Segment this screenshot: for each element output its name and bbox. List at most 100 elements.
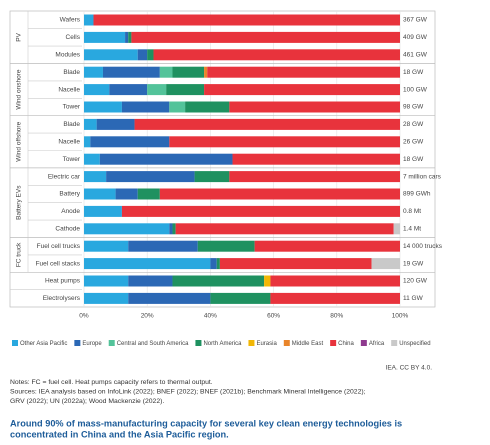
bar-segment bbox=[93, 14, 400, 26]
total-label: 1.4 Mt bbox=[403, 226, 421, 233]
total-label: 11 GW bbox=[403, 295, 424, 302]
legend-label: Eurasia bbox=[256, 341, 277, 347]
bar-segment bbox=[393, 223, 400, 235]
bar-segment bbox=[172, 275, 265, 287]
bar-segment bbox=[147, 84, 167, 96]
bar-segment bbox=[84, 84, 110, 96]
row-label: Blade bbox=[63, 121, 80, 128]
row-label: Fuel cell trucks bbox=[37, 243, 81, 250]
row-label: Anode bbox=[61, 208, 80, 215]
total-label: 98 GW bbox=[403, 104, 424, 111]
bar-segment bbox=[84, 66, 103, 78]
bar-segment bbox=[84, 223, 170, 235]
bar-segment bbox=[96, 118, 135, 130]
bar-segment bbox=[90, 136, 170, 148]
bar-segment bbox=[210, 292, 271, 304]
legend-swatch bbox=[283, 340, 290, 346]
bar-segment bbox=[84, 14, 94, 26]
bar-segment bbox=[121, 101, 170, 113]
bar-segment bbox=[194, 171, 230, 183]
legend-label: Other Asia Pacific bbox=[20, 341, 67, 347]
note: GRV (2022); UN (2022a); Wood Mackenzie (… bbox=[10, 398, 164, 405]
row-label: Tower bbox=[63, 156, 81, 163]
row-label: Modules bbox=[55, 52, 80, 59]
bar-segment bbox=[84, 275, 129, 287]
row-label: Nacelle bbox=[58, 139, 80, 146]
row-label: Fuel cell stacks bbox=[36, 260, 81, 267]
x-tick-label: 0% bbox=[79, 313, 89, 320]
total-label: 120 GW bbox=[403, 278, 428, 285]
bar-segment bbox=[84, 101, 122, 113]
bar-segment bbox=[84, 240, 129, 252]
bar-segment bbox=[270, 292, 400, 304]
row-label: Cathode bbox=[55, 226, 80, 233]
bar-segment bbox=[128, 292, 211, 304]
group-label: Wind offshore bbox=[16, 121, 23, 161]
bar-segment bbox=[84, 118, 97, 130]
bar-segment bbox=[204, 84, 400, 96]
row-label: Tower bbox=[63, 104, 81, 111]
legend-label: Middle East bbox=[292, 341, 324, 347]
bar-segment bbox=[172, 223, 176, 235]
x-tick-label: 40% bbox=[204, 313, 217, 320]
total-label: 14 000 trucks bbox=[403, 243, 443, 250]
total-label: 18 GW bbox=[403, 156, 424, 163]
row-label: Battery bbox=[59, 191, 80, 198]
bar-segment bbox=[125, 31, 129, 43]
legend-label: Central and South America bbox=[117, 341, 189, 347]
bar-segment bbox=[84, 292, 129, 304]
bar-segment bbox=[159, 66, 173, 78]
credit: IEA. CC BY 4.0. bbox=[386, 365, 433, 372]
row-label: Electrolysers bbox=[43, 295, 81, 302]
note: Sources: IEA analysis based on InfoLink … bbox=[10, 388, 366, 395]
bar-segment bbox=[102, 66, 160, 78]
bar-segment bbox=[254, 240, 400, 252]
total-label: 100 GW bbox=[403, 86, 428, 93]
bar-segment bbox=[185, 101, 230, 113]
bar-segment bbox=[175, 223, 394, 235]
bar-segment bbox=[172, 66, 205, 78]
bar-segment bbox=[137, 188, 160, 200]
bar-segment bbox=[229, 171, 400, 183]
bar-segment bbox=[121, 205, 401, 217]
total-label: 7 million cars bbox=[403, 173, 442, 180]
row-label: Blade bbox=[63, 69, 80, 76]
legend-swatch bbox=[195, 340, 202, 346]
bar-segment bbox=[219, 258, 372, 270]
bar-segment bbox=[229, 101, 400, 113]
total-label: 409 GW bbox=[403, 34, 428, 41]
bar-segment bbox=[216, 258, 220, 270]
x-tick-label: 20% bbox=[141, 313, 154, 320]
bar-segment bbox=[197, 240, 255, 252]
row-label: Cells bbox=[66, 34, 81, 41]
bar-segment bbox=[207, 66, 400, 78]
legend-label: North America bbox=[203, 341, 242, 347]
total-label: 367 GW bbox=[403, 17, 428, 24]
legend-label: Unspecified bbox=[399, 341, 430, 347]
total-label: 899 GWh bbox=[403, 191, 431, 198]
bar-segment bbox=[169, 223, 173, 235]
legend-swatch bbox=[12, 340, 18, 346]
bar-segment bbox=[128, 275, 173, 287]
group-label: FC truck bbox=[16, 242, 23, 267]
bar-segment bbox=[169, 136, 400, 148]
bar-segment bbox=[128, 31, 132, 43]
bar-segment bbox=[134, 118, 400, 130]
bar-segment bbox=[99, 153, 233, 165]
total-label: 26 GW bbox=[403, 139, 424, 146]
note: Notes: FC = fuel cell. Heat pumps capaci… bbox=[10, 379, 213, 386]
legend-label: China bbox=[338, 341, 354, 347]
bar-segment bbox=[115, 188, 138, 200]
total-label: 28 GW bbox=[403, 121, 424, 128]
caption: concentrated in China and the Asia Pacif… bbox=[10, 429, 229, 439]
bar-segment bbox=[232, 153, 400, 165]
total-label: 0.8 Mt bbox=[403, 208, 421, 215]
bar-segment bbox=[159, 188, 400, 200]
bar-segment bbox=[84, 258, 211, 270]
legend-label: Europe bbox=[82, 341, 102, 347]
legend-swatch bbox=[360, 340, 367, 346]
frame bbox=[9, 10, 436, 308]
bar-segment bbox=[109, 84, 148, 96]
